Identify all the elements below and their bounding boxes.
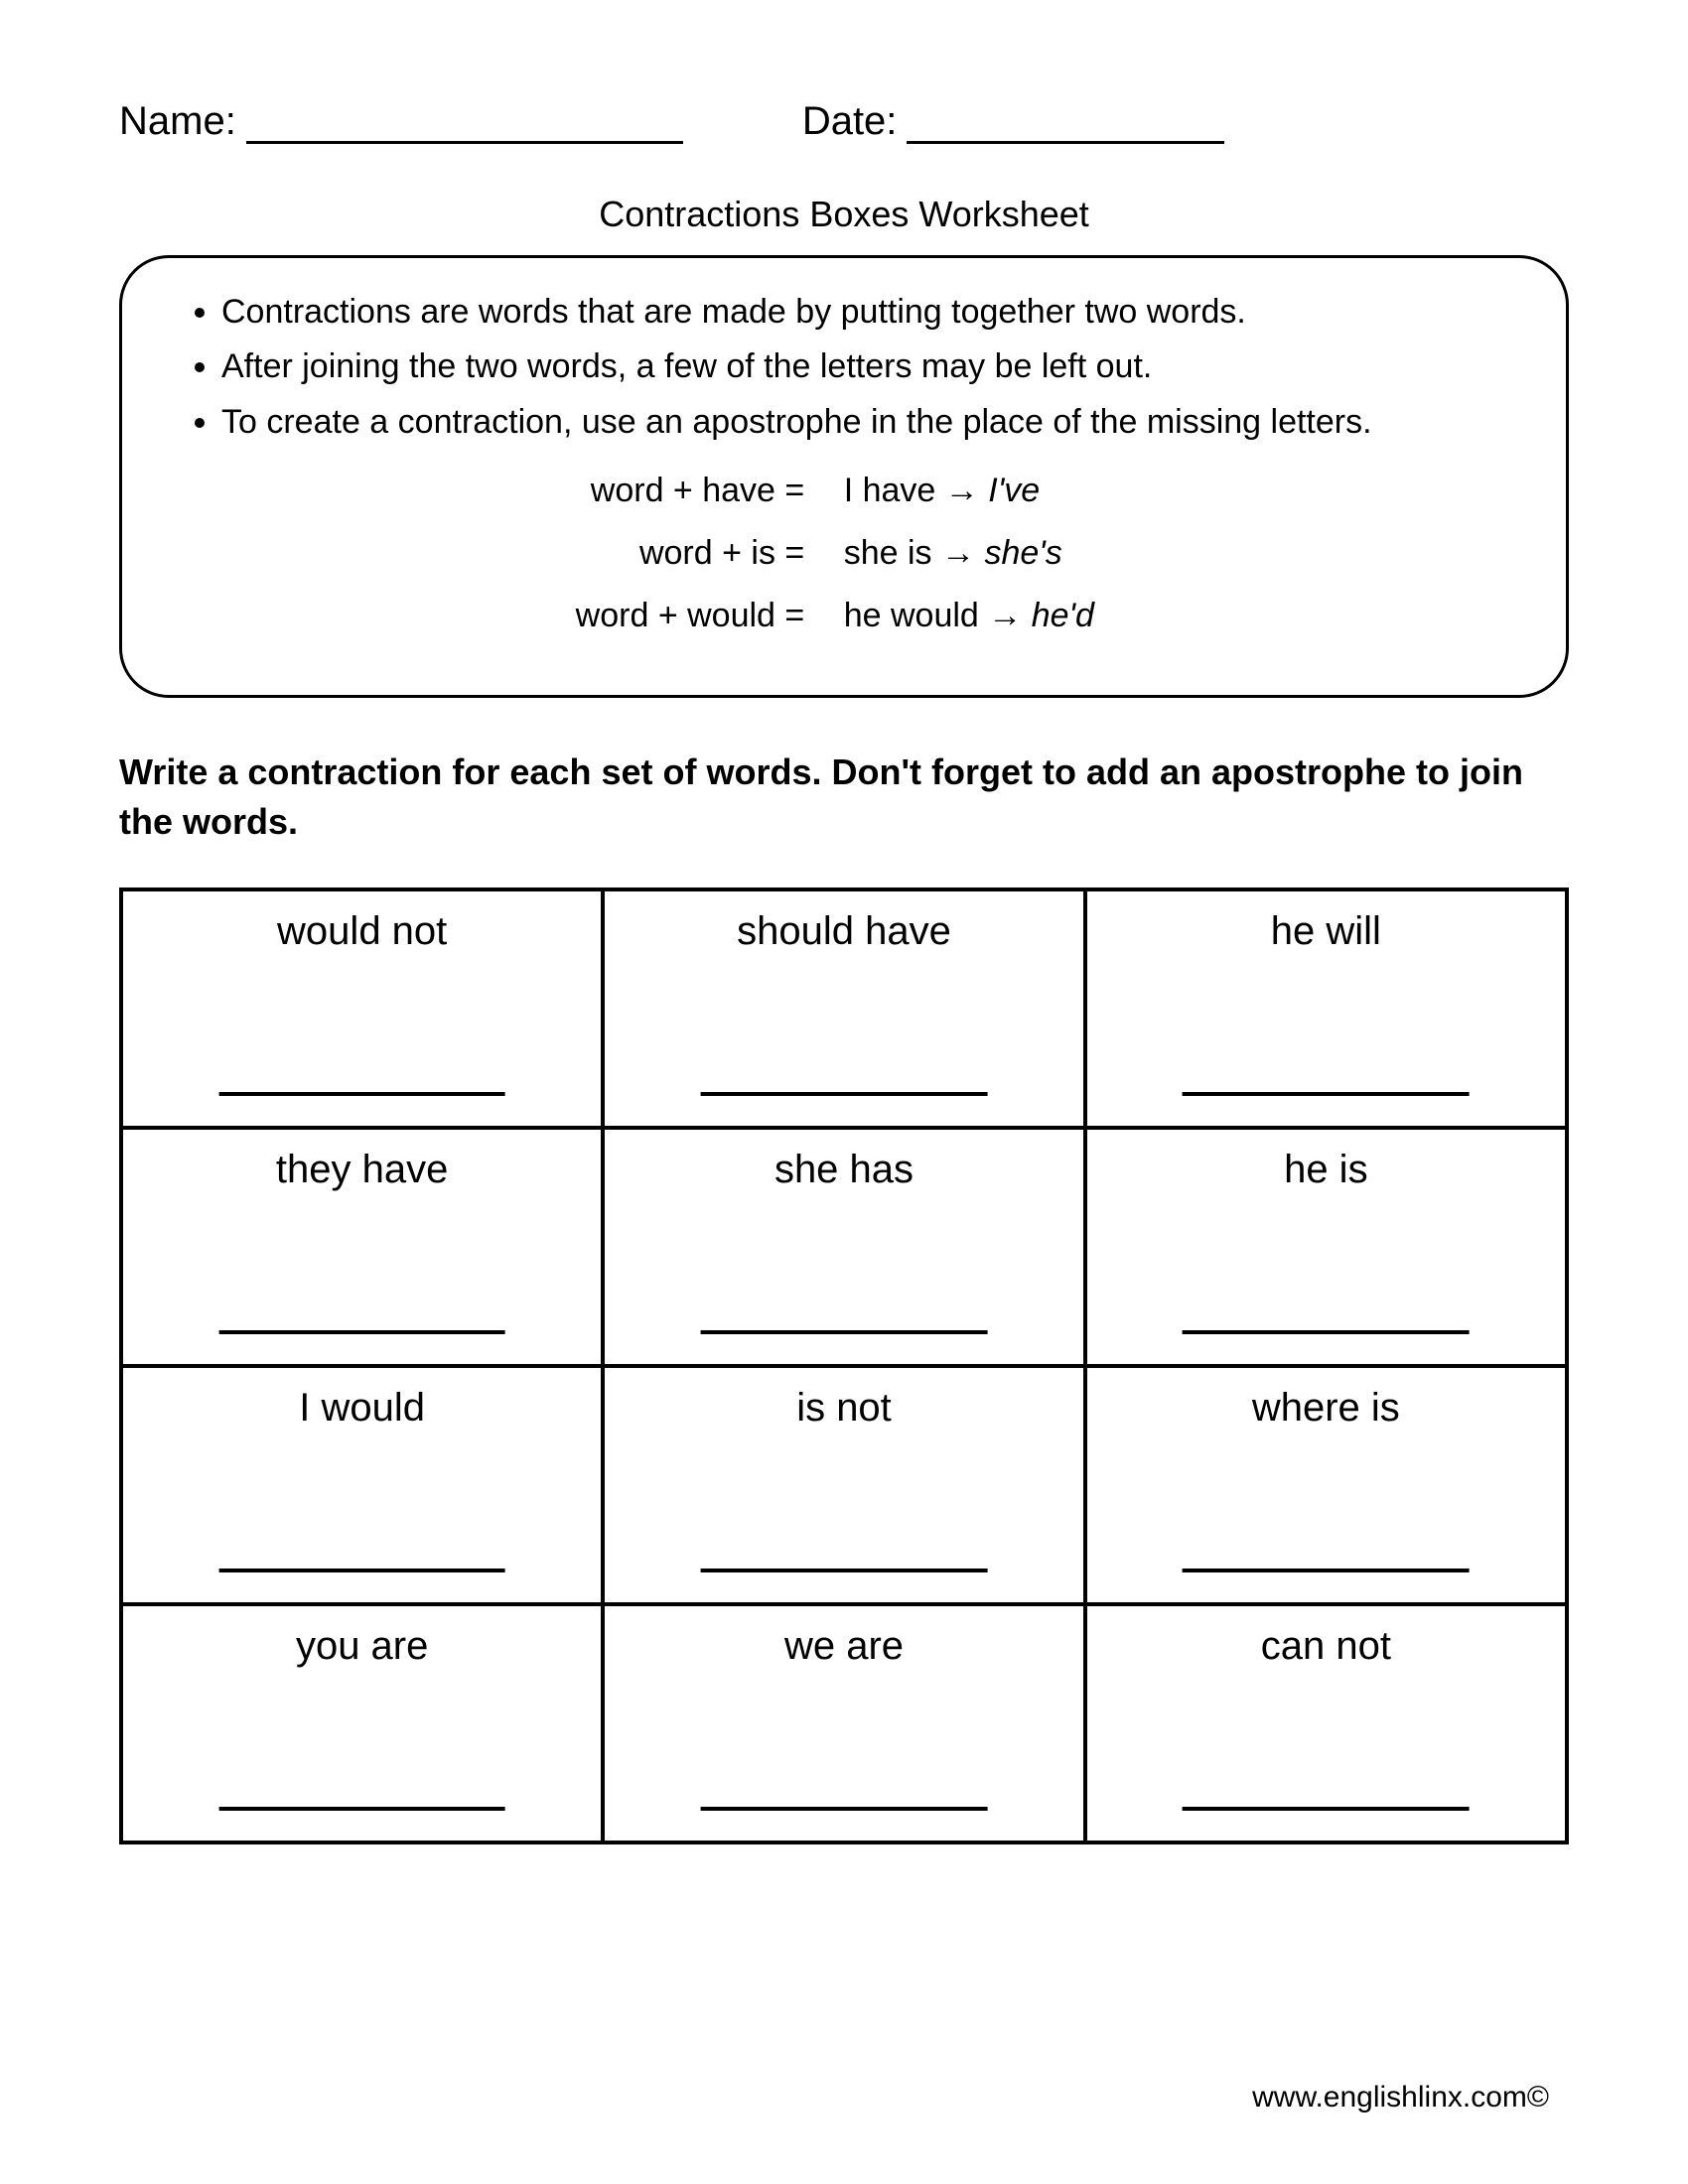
grid-cell: you are xyxy=(121,1604,603,1843)
answer-input-line[interactable] xyxy=(1183,1569,1470,1572)
cell-phrase: is not xyxy=(796,1386,892,1430)
answer-input-line[interactable] xyxy=(218,1092,505,1096)
date-input-line[interactable] xyxy=(907,104,1224,144)
date-label: Date: xyxy=(802,99,898,144)
cell-phrase: she has xyxy=(774,1148,914,1191)
grid-cell: would not xyxy=(121,889,603,1128)
info-bullet: After joining the two words, a few of th… xyxy=(221,342,1516,391)
grid-row: they have she has he is xyxy=(121,1128,1567,1366)
example-row: word + have = I have → I've xyxy=(172,467,1516,515)
example-contraction: she's xyxy=(984,534,1061,572)
grid-row: I would is not where is xyxy=(121,1366,1567,1604)
name-input-line[interactable] xyxy=(246,104,683,144)
cell-phrase: they have xyxy=(276,1148,448,1191)
example-phrase: she is xyxy=(844,534,932,572)
grid-cell: I would xyxy=(121,1366,603,1604)
grid-cell: is not xyxy=(603,1366,1084,1604)
cell-phrase: would not xyxy=(277,909,447,953)
example-phrase: he would xyxy=(844,597,979,634)
grid-cell: can not xyxy=(1085,1604,1567,1843)
answer-input-line[interactable] xyxy=(218,1569,505,1572)
grid-cell: should have xyxy=(603,889,1084,1128)
example-lhs: word + would = xyxy=(526,592,834,640)
example-lhs: word + is = xyxy=(526,529,834,578)
footer-credit: www.englishlinx.com© xyxy=(1252,2081,1549,2115)
example-lhs: word + have = xyxy=(526,467,834,515)
example-row: word + would = he would → he'd xyxy=(172,592,1516,640)
grid-cell: he will xyxy=(1085,889,1567,1128)
example-rhs: I have → I've xyxy=(844,467,1162,515)
info-bullet-list: Contractions are words that are made by … xyxy=(172,288,1516,447)
info-bullet: To create a contraction, use an apostrop… xyxy=(221,398,1516,447)
answer-input-line[interactable] xyxy=(701,1807,988,1811)
grid-cell: they have xyxy=(121,1128,603,1366)
cell-phrase: he is xyxy=(1284,1148,1368,1191)
date-field: Date: xyxy=(802,99,1225,144)
example-phrase: I have xyxy=(844,472,936,509)
name-label: Name: xyxy=(119,99,236,144)
name-field: Name: xyxy=(119,99,683,144)
answer-input-line[interactable] xyxy=(701,1569,988,1572)
grid-cell: where is xyxy=(1085,1366,1567,1604)
answer-input-line[interactable] xyxy=(1183,1807,1470,1811)
cell-phrase: I would xyxy=(299,1386,425,1430)
answer-input-line[interactable] xyxy=(1183,1330,1470,1334)
answer-input-line[interactable] xyxy=(701,1330,988,1334)
worksheet-title: Contractions Boxes Worksheet xyxy=(119,194,1569,235)
cell-phrase: you are xyxy=(296,1624,428,1668)
grid-cell: we are xyxy=(603,1604,1084,1843)
grid-row: would not should have he will xyxy=(121,889,1567,1128)
examples-block: word + have = I have → I've word + is = … xyxy=(172,467,1516,641)
contractions-grid: would not should have he will they have … xyxy=(119,887,1569,1844)
example-contraction: he'd xyxy=(1032,597,1094,634)
grid-cell: he is xyxy=(1085,1128,1567,1366)
cell-phrase: where is xyxy=(1252,1386,1400,1430)
arrow-icon: → xyxy=(945,472,979,509)
answer-input-line[interactable] xyxy=(701,1092,988,1096)
instructions-box: Contractions are words that are made by … xyxy=(119,255,1569,698)
worksheet-page: Name: Date: Contractions Boxes Worksheet… xyxy=(0,0,1688,1904)
grid-cell: she has xyxy=(603,1128,1084,1366)
info-bullet: Contractions are words that are made by … xyxy=(221,288,1516,337)
example-contraction: I've xyxy=(988,472,1040,509)
answer-input-line[interactable] xyxy=(218,1807,505,1811)
answer-input-line[interactable] xyxy=(1183,1092,1470,1096)
header-row: Name: Date: xyxy=(119,99,1569,144)
cell-phrase: can not xyxy=(1261,1624,1391,1668)
answer-input-line[interactable] xyxy=(218,1330,505,1334)
example-rhs: he would → he'd xyxy=(844,592,1162,640)
grid-row: you are we are can not xyxy=(121,1604,1567,1843)
cell-phrase: he will xyxy=(1271,909,1381,953)
cell-phrase: we are xyxy=(784,1624,904,1668)
cell-phrase: should have xyxy=(737,909,951,953)
arrow-icon: → xyxy=(988,597,1022,634)
example-row: word + is = she is → she's xyxy=(172,529,1516,578)
example-rhs: she is → she's xyxy=(844,529,1162,578)
task-instructions: Write a contraction for each set of word… xyxy=(119,748,1569,848)
arrow-icon: → xyxy=(941,534,975,572)
